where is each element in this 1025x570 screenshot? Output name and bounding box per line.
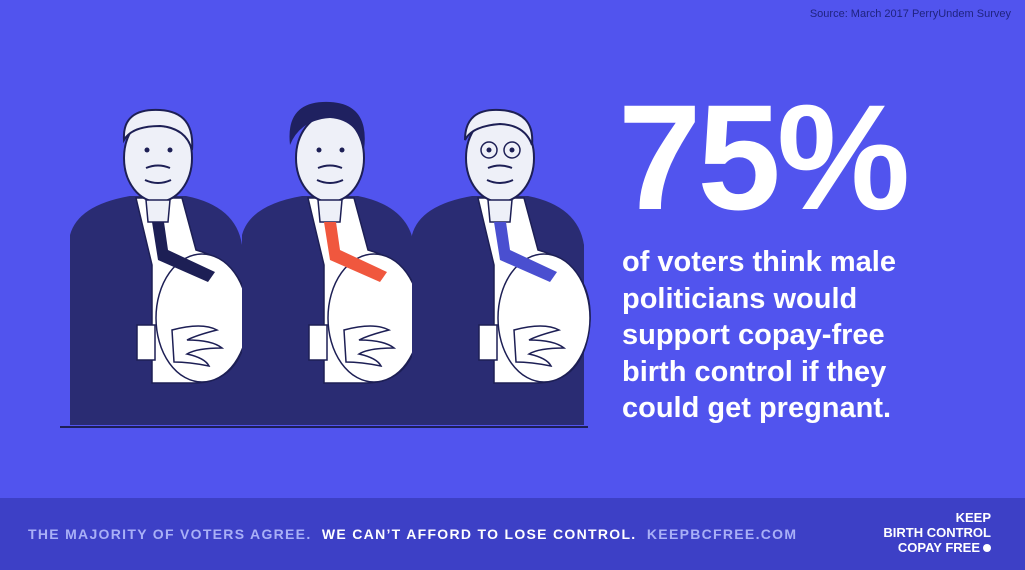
headline-line: support copay-free [622, 319, 885, 351]
footer-muted: THE MAJORITY OF VOTERS AGREE. [28, 526, 312, 542]
headline-stat: 75% [618, 73, 910, 241]
footer: THE MAJORITY OF VOTERS AGREE. WE CAN’T A… [0, 498, 1025, 570]
illustration [60, 101, 592, 428]
headline-line: politicians would [622, 282, 858, 315]
logo-line: BIRTH CONTROL [883, 525, 991, 540]
footer-link[interactable]: KEEPBCFREE.COM [646, 526, 798, 542]
source: Source: March 2017 PerryUndem Survey [809, 8, 1011, 20]
logo-line: KEEP [955, 510, 991, 525]
logo: KEEP BIRTH CONTROL COPAY FREE [883, 510, 991, 555]
headline-line: of voters think male [622, 246, 896, 278]
footer-text: THE MAJORITY OF VOTERS AGREE. WE CAN’T A… [28, 526, 797, 542]
logo-dot [983, 544, 991, 552]
headline-text: of voters think male politicians would sup… [622, 244, 896, 427]
logo-line: COPAY FREE [883, 540, 991, 555]
headline-line: birth control if they [622, 355, 887, 388]
headline-line: could get pregnant. [622, 392, 892, 424]
footer-bold: WE CAN’T AFFORD TO LOSE CONTROL. [321, 526, 637, 542]
